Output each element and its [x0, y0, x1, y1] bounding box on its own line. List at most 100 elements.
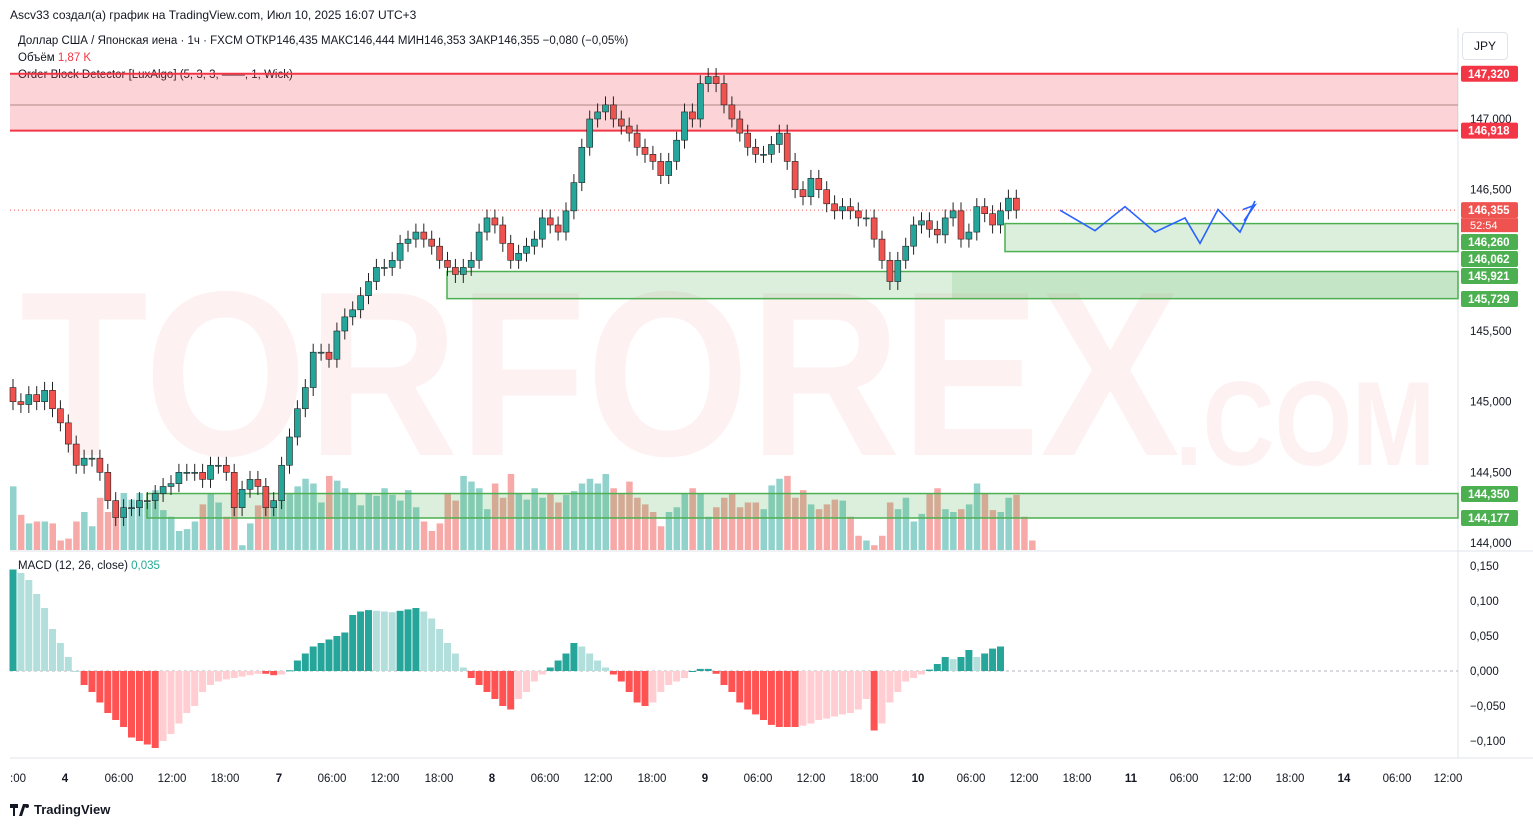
- time-tick-label: 8: [489, 773, 496, 785]
- volume-bar: [412, 507, 420, 550]
- candle-down: [610, 104, 617, 120]
- candle-up: [41, 390, 48, 402]
- volume-bar: [807, 504, 815, 550]
- indicator-legend[interactable]: Order Block Detector [LuxAlgo] (5, 3, 3,…: [18, 69, 293, 81]
- candle-up: [862, 217, 870, 220]
- volume-bar: [144, 502, 151, 550]
- macd-histogram-bar: [104, 671, 112, 713]
- volume-bar: [183, 529, 191, 550]
- candle-up: [183, 472, 191, 474]
- volume-bar: [341, 488, 349, 550]
- high-label: МАКС: [321, 35, 354, 47]
- macd-histogram-bar: [49, 629, 56, 671]
- macd-histogram-bar: [80, 671, 88, 685]
- candle-up: [159, 486, 167, 494]
- candle-down: [625, 125, 633, 134]
- macd-histogram-bar: [191, 671, 199, 706]
- macd-histogram-bar: [712, 671, 720, 674]
- candle-down: [1012, 197, 1020, 211]
- volume-bar: [602, 474, 609, 550]
- candle-up: [475, 231, 483, 261]
- candle-down: [325, 351, 333, 360]
- macd-histogram-bar: [420, 611, 428, 671]
- macd-histogram-bar: [602, 667, 609, 671]
- price-tick-label: 144,000: [1470, 538, 1512, 550]
- volume-bar: [713, 507, 720, 550]
- volume-bar: [689, 488, 696, 550]
- candle-up: [80, 457, 88, 466]
- macd-histogram-bar: [910, 671, 918, 678]
- volume-bar: [934, 488, 941, 550]
- volume-bar: [318, 502, 325, 550]
- macd-histogram-bar: [997, 646, 1004, 671]
- volume-bar: [665, 512, 673, 550]
- currency-button[interactable]: JPY: [1462, 32, 1508, 60]
- ob-top-price-tag: 147,320: [1468, 69, 1510, 81]
- volume-bar: [618, 493, 625, 550]
- candle-up: [696, 83, 704, 120]
- macd-histogram-bar: [436, 629, 444, 671]
- time-tick-label: 11: [1125, 773, 1138, 785]
- volume-bar: [405, 490, 412, 550]
- volume-bar: [847, 516, 854, 550]
- volume-bar: [476, 488, 483, 550]
- volume-bar: [199, 504, 207, 550]
- time-tick-label: 18:00: [211, 773, 240, 785]
- candle-up: [128, 507, 135, 509]
- macd-histogram-bar: [578, 646, 586, 671]
- volume-bar: [468, 481, 475, 550]
- candle-down: [720, 83, 728, 106]
- macd-histogram-bar: [530, 671, 538, 682]
- macd-tick-label: 0,050: [1470, 631, 1499, 643]
- candle-up: [151, 493, 159, 501]
- close-value: 146,355: [497, 35, 540, 47]
- volume-bar: [128, 499, 135, 550]
- candle-up: [704, 76, 712, 84]
- volume-label: Объём: [18, 52, 55, 64]
- macd-histogram-bar: [933, 664, 941, 671]
- volume-bar: [950, 512, 957, 550]
- candle-up: [388, 260, 396, 268]
- tradingview-logo-icon: [10, 803, 30, 816]
- footer-brand[interactable]: TradingView: [10, 802, 110, 817]
- volume-bar: [515, 493, 523, 550]
- published-caption: Ascv33 создал(а) график на TradingView.c…: [10, 8, 417, 22]
- macd-histogram-bar: [570, 643, 578, 671]
- volume-bar: [586, 478, 594, 550]
- volume-bar: [239, 545, 246, 550]
- candle-up: [910, 224, 917, 247]
- ob-bottom-price-tag: 146,918: [1468, 126, 1510, 138]
- zone3-top-price-tag: 144,350: [1468, 489, 1510, 501]
- candle-up: [175, 472, 183, 484]
- macd-legend[interactable]: MACD (12, 26, close) 0,035: [18, 560, 160, 572]
- macd-histogram-bar: [538, 671, 546, 675]
- volume-bar: [65, 538, 72, 550]
- volume-bar: [436, 523, 444, 550]
- zone2-top-price-tag-bg: [1461, 268, 1518, 284]
- candle-down: [49, 390, 56, 410]
- ob-top-price-tag-bg: [1461, 65, 1518, 82]
- volume-bar: [420, 521, 428, 550]
- time-tick-label: 10: [912, 773, 925, 785]
- volume-bar: [570, 491, 578, 550]
- macd-histogram-bar: [459, 667, 467, 671]
- candle-up: [286, 436, 293, 466]
- macd-histogram-bar: [981, 653, 989, 671]
- macd-histogram-bar: [696, 668, 704, 671]
- time-tick-label: 14: [1338, 773, 1351, 785]
- time-tick-label: 12:00: [797, 773, 826, 785]
- macd-histogram-bar: [957, 657, 965, 671]
- candle-down: [436, 245, 443, 261]
- macd-histogram-bar: [9, 569, 17, 671]
- macd-histogram-bar: [681, 671, 688, 678]
- candle-down: [96, 457, 104, 473]
- candle-down: [957, 210, 965, 240]
- candle-down: [452, 267, 459, 275]
- high-value: 146,444: [353, 35, 395, 47]
- volume-bar: [444, 493, 451, 550]
- time-tick-label: 18:00: [425, 773, 454, 785]
- volume-bar: [286, 493, 293, 550]
- macd-histogram-bar: [341, 632, 349, 671]
- candle-up: [839, 206, 846, 212]
